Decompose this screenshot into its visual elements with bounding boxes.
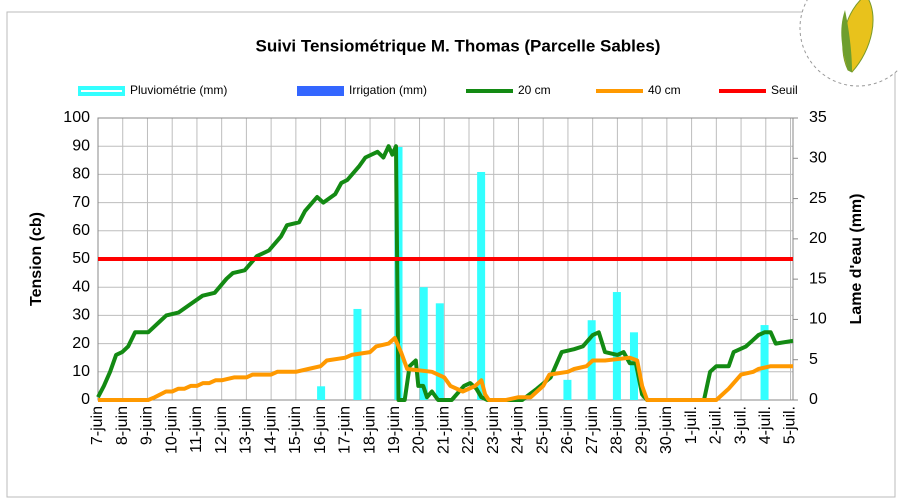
y-axis-title: Tension (cb): [28, 212, 45, 306]
bar: [761, 325, 769, 400]
bar: [317, 386, 325, 400]
x-tick-label: 2-juil.: [708, 406, 725, 444]
y-tick-label: 40: [72, 278, 90, 295]
x-tick-label: 9-juin: [139, 406, 156, 445]
x-tick-label: 21-juin: [435, 406, 452, 454]
x-tick-label: 13-juin: [238, 406, 255, 454]
x-tick-label: 10-juin: [163, 406, 180, 454]
y2-axis-title: Lame d'eau (mm): [848, 194, 865, 325]
x-tick-label: 15-juin: [287, 406, 304, 454]
x-tick-label: 22-juin: [460, 406, 477, 454]
x-tick-label: 29-juin: [633, 406, 650, 454]
x-tick-label: 8-juin: [114, 406, 131, 445]
y2-tick-label: 30: [809, 150, 827, 167]
y2-tick-label: 15: [809, 270, 827, 287]
y-tick-label: 20: [72, 335, 90, 352]
x-tick-label: 7-juin: [89, 406, 106, 445]
bar: [477, 172, 485, 400]
y2-tick-label: 5: [809, 351, 818, 368]
x-tick-label: 25-juin: [534, 406, 551, 454]
x-tick-label: 5-juil.: [782, 406, 799, 444]
x-tick-label: 24-juin: [510, 406, 527, 454]
bar: [420, 287, 428, 400]
y2-tick-label: 25: [809, 190, 827, 207]
x-tick-label: 28-juin: [609, 406, 626, 454]
x-tick-label: 3-juil.: [732, 406, 749, 444]
bar: [563, 380, 571, 400]
x-tick-label: 12-juin: [213, 406, 230, 454]
x-tick-label: 23-juin: [485, 406, 502, 454]
bar: [436, 303, 444, 400]
y2-tick-label: 20: [809, 230, 827, 247]
y-tick-label: 50: [72, 250, 90, 267]
y-tick-label: 90: [72, 137, 90, 154]
chart-title: Suivi Tensiométrique M. Thomas (Parcelle…: [256, 36, 661, 55]
x-tick-label: 27-juin: [584, 406, 601, 454]
chart: Suivi Tensiométrique M. Thomas (Parcelle…: [0, 0, 899, 499]
x-tick-label: 4-juil.: [757, 406, 774, 444]
x-tick-label: 17-juin: [337, 406, 354, 454]
legend-label: Pluviométrie (mm): [130, 83, 227, 97]
legend-label: 40 cm: [648, 83, 681, 97]
legend-label: Irrigation (mm): [349, 83, 427, 97]
x-tick-label: 19-juin: [386, 406, 403, 454]
y-tick-label: 0: [81, 391, 90, 408]
x-tick-label: 1-juil.: [683, 406, 700, 444]
x-tick-label: 30-juin: [658, 406, 675, 454]
legend-swatch: [297, 86, 344, 96]
x-tick-label: 26-juin: [559, 406, 576, 454]
y-tick-label: 10: [72, 363, 90, 380]
y-tick-label: 80: [72, 166, 90, 183]
legend-label: Seuil: [771, 83, 798, 97]
x-tick-label: 11-juin: [188, 406, 205, 453]
y2-tick-label: 35: [809, 109, 827, 126]
y-tick-label: 100: [63, 109, 90, 126]
y2-tick-label: 10: [809, 311, 827, 328]
y-tick-label: 70: [72, 194, 90, 211]
x-tick-label: 18-juin: [361, 406, 378, 454]
y2-tick-label: 0: [809, 391, 818, 408]
x-tick-label: 20-juin: [411, 406, 428, 454]
legend-label: 20 cm: [518, 83, 551, 97]
y-tick-label: 30: [72, 307, 90, 324]
x-tick-label: 14-juin: [262, 406, 279, 454]
y-tick-label: 60: [72, 222, 90, 239]
x-tick-label: 16-juin: [312, 406, 329, 454]
bar: [613, 292, 621, 400]
